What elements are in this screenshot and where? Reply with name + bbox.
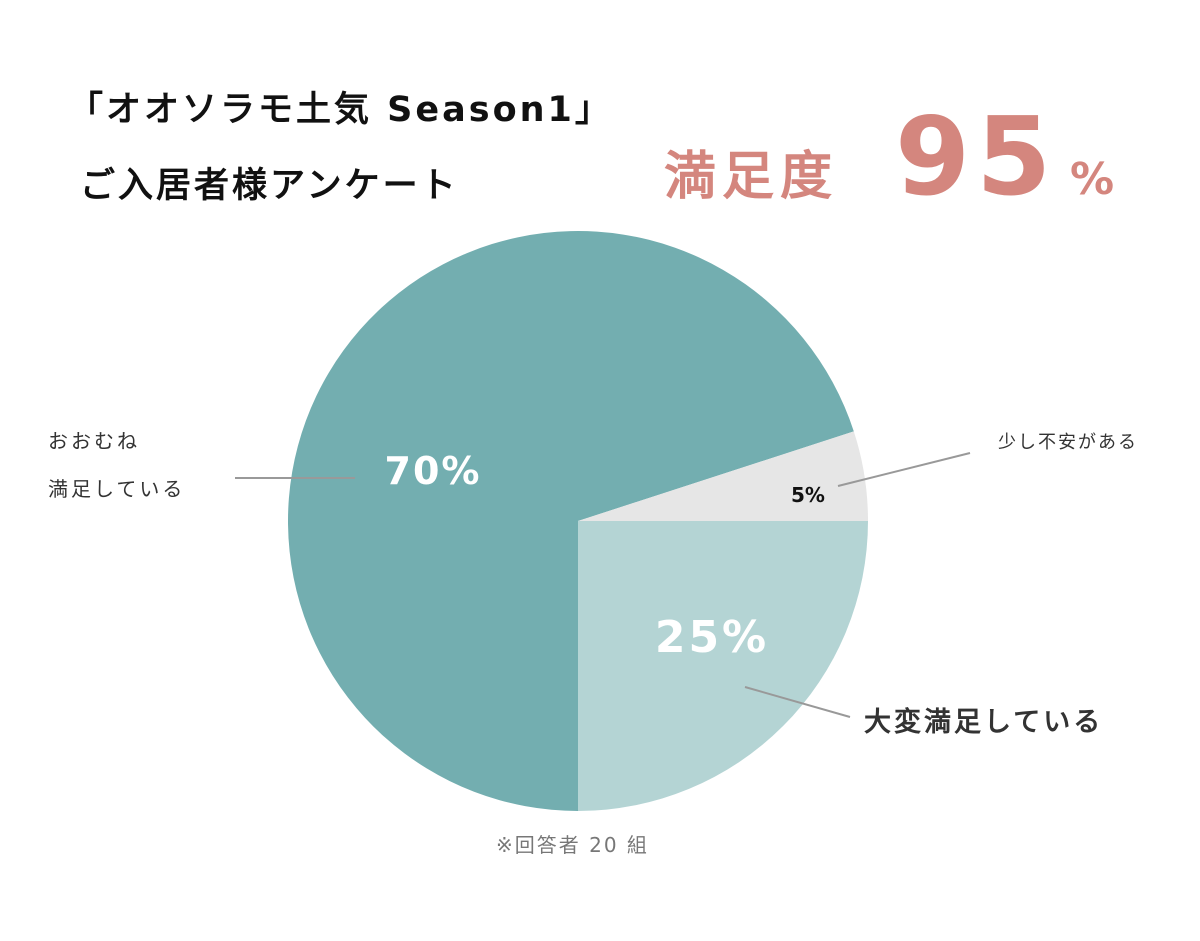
headline-unit: % <box>1070 154 1114 205</box>
data-label-very-satisfied: 25% <box>655 612 769 663</box>
chart-title-line-2: ご入居者様アンケート <box>80 166 459 206</box>
category-label-very-satisfied: 大変満足している <box>864 706 1103 738</box>
pie-slice-very-satisfied <box>578 521 868 811</box>
data-label-slightly-anxious: 5% <box>791 483 825 507</box>
leader-line-very-satisfied <box>744 686 851 718</box>
data-label-mostly-satisfied: 70% <box>385 449 482 493</box>
chart-title-line-1: 「オオソラモ土気 Season1」 <box>68 90 613 130</box>
respondents-footnote: ※回答者 20 組 <box>496 833 649 857</box>
category-label-mostly-satisfied-line-1: おおむね <box>48 429 140 453</box>
category-label-mostly-satisfied-line-2: 満足している <box>48 477 185 501</box>
pie-slices <box>288 230 868 811</box>
pie-slice-mostly-satisfied <box>288 230 854 811</box>
headline-label: 満足度 <box>664 147 838 207</box>
leader-line-slightly-anxious <box>837 452 971 487</box>
category-label-slightly-anxious: 少し不安がある <box>998 432 1138 453</box>
headline-value: 95 <box>895 95 1057 220</box>
pie-slice-slightly-anxious <box>578 431 868 521</box>
